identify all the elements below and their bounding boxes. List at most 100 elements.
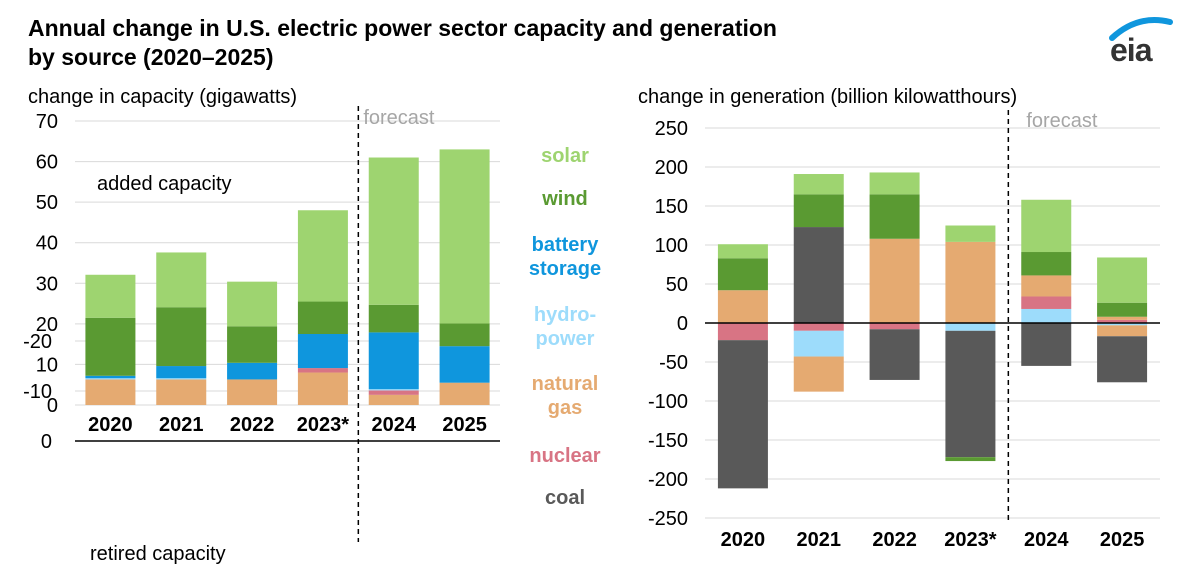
capacity-bar-battery-storage	[439, 346, 490, 383]
generation-y-tick-label: -150	[648, 430, 688, 452]
capacity-bar-nuclear	[368, 390, 419, 395]
capacity-x-tick-label: 2025	[442, 414, 487, 436]
capacity-bar-natural-gas	[297, 372, 348, 405]
generation-bar-natural-gas	[717, 290, 768, 323]
generation-bar-nuclear	[869, 323, 920, 330]
capacity-bar-solar	[85, 274, 136, 318]
chart-title: Annual change in U.S. electric power sec…	[28, 14, 928, 72]
capacity-bar-battery-storage	[297, 334, 348, 369]
generation-chart: change in generation (billion kilowattho…	[638, 86, 1160, 551]
generation-bar-solar	[1021, 199, 1072, 253]
added-capacity-label: added capacity	[97, 173, 232, 195]
capacity-bar-wind	[227, 326, 278, 363]
retired-capacity-label: retired capacity	[90, 543, 226, 565]
generation-y-tick-label: 200	[655, 157, 688, 179]
capacity-bar-solar	[156, 252, 207, 308]
retired-y-tick-label: 0	[41, 431, 52, 453]
legend-wind: wind	[542, 188, 588, 210]
generation-x-tick-label: 2023*	[944, 529, 996, 551]
generation-y-tick-label: 150	[655, 196, 688, 218]
generation-bar-wind	[945, 457, 996, 462]
generation-x-tick-label: 2020	[721, 529, 766, 551]
added-y-tick-label: 70	[36, 111, 58, 133]
added-y-tick-label: 10	[36, 354, 58, 376]
generation-bar-hydro-power	[1021, 308, 1072, 323]
generation-y-tick-label: -100	[648, 391, 688, 413]
generation-y-tick-label: 0	[677, 313, 688, 335]
generation-bar-natural-gas	[1021, 275, 1072, 297]
retired-y-tick-label: -10	[23, 381, 52, 403]
capacity-bar-battery-storage	[156, 366, 207, 379]
generation-x-tick-label: 2022	[872, 529, 917, 551]
eia-logo-swoosh-icon	[1109, 17, 1173, 41]
capacity-bar-hydro-power	[368, 389, 419, 391]
generation-bar-hydro-power	[1097, 323, 1148, 326]
capacity-chart: change in capacity (gigawatts) 0 10 20 30 40 5…	[23, 86, 500, 565]
generation-bar-solar	[717, 244, 768, 259]
capacity-bar-solar	[227, 281, 278, 327]
generation-bar-wind	[869, 194, 920, 239]
generation-bar-natural-gas	[869, 238, 920, 323]
generation-axis-label: change in generation (billion kilowattho…	[638, 86, 1017, 108]
generation-bar-coal	[945, 330, 996, 458]
generation-x-tick-label: 2025	[1100, 529, 1145, 551]
eia-logo-text: eia	[1110, 32, 1152, 68]
generation-y-tick-label: 50	[666, 274, 688, 296]
generation-bar-wind	[1097, 302, 1148, 317]
legend-hydropower: hydro-power	[533, 304, 597, 350]
legend-natural-gas: natural gas	[531, 373, 599, 419]
generation-bar-nuclear	[793, 323, 844, 331]
generation-bar-natural-gas	[1097, 325, 1148, 337]
capacity-forecast-label: forecast	[363, 107, 435, 129]
generation-bar-solar	[869, 172, 920, 195]
capacity-x-tick-label: 2020	[88, 414, 133, 436]
generation-bar-coal	[1097, 336, 1148, 383]
generation-y-tick-label: -250	[648, 508, 688, 530]
generation-bar-natural-gas	[1097, 316, 1148, 320]
generation-bar-coal	[1021, 323, 1072, 366]
added-y-tick-label: 50	[36, 192, 58, 214]
capacity-bar-solar	[439, 149, 490, 324]
generation-y-tick-label: 100	[655, 235, 688, 257]
generation-bar-wind	[1021, 252, 1072, 276]
capacity-bar-nuclear	[297, 368, 348, 373]
capacity-x-tick-label: 2021	[159, 414, 204, 436]
generation-bar-natural-gas	[793, 356, 844, 392]
legend-solar: solar	[541, 145, 589, 167]
generation-y-tick-label: 250	[655, 118, 688, 140]
capacity-bar-battery-storage	[85, 375, 136, 379]
generation-bar-solar	[945, 225, 996, 242]
generation-bar-nuclear	[717, 323, 768, 341]
added-y-tick-label: 30	[36, 273, 58, 295]
capacity-bar-wind	[85, 317, 136, 376]
capacity-x-tick-label: 2023*	[297, 414, 349, 436]
generation-forecast-label: forecast	[1026, 110, 1098, 132]
generation-y-tick-label: -50	[659, 352, 688, 374]
generation-bar-nuclear	[1097, 319, 1148, 323]
generation-bar-wind	[793, 194, 844, 228]
legend-battery-storage: battery storage	[528, 234, 602, 280]
capacity-bar-battery-storage	[368, 332, 419, 390]
generation-bar-coal	[793, 227, 844, 323]
capacity-bar-battery-storage	[227, 362, 278, 380]
retired-y-tick-label: -20	[23, 331, 52, 353]
added-y-tick-label: 0	[47, 395, 58, 417]
added-y-tick-label: 60	[36, 152, 58, 174]
capacity-bar-solar	[368, 157, 419, 305]
generation-x-tick-label: 2024	[1024, 529, 1069, 551]
generation-y-tick-label: -200	[648, 469, 688, 491]
generation-bar-coal	[869, 329, 920, 380]
capacity-bar-hydro-power	[156, 378, 207, 380]
added-y-tick-label: 20	[36, 314, 58, 336]
capacity-x-tick-label: 2024	[372, 414, 417, 436]
legend-coal: coal	[544, 487, 586, 509]
eia-logo: eia	[1108, 12, 1178, 72]
capacity-bar-wind	[156, 307, 207, 367]
capacity-bar-natural-gas	[439, 382, 490, 405]
added-y-tick-label: 40	[36, 233, 58, 255]
capacity-bar-natural-gas	[85, 379, 136, 405]
legend-nuclear: nuclear	[529, 445, 601, 467]
generation-bar-hydro-power	[793, 330, 844, 357]
capacity-bar-natural-gas	[156, 379, 207, 405]
capacity-bar-solar	[297, 210, 348, 302]
